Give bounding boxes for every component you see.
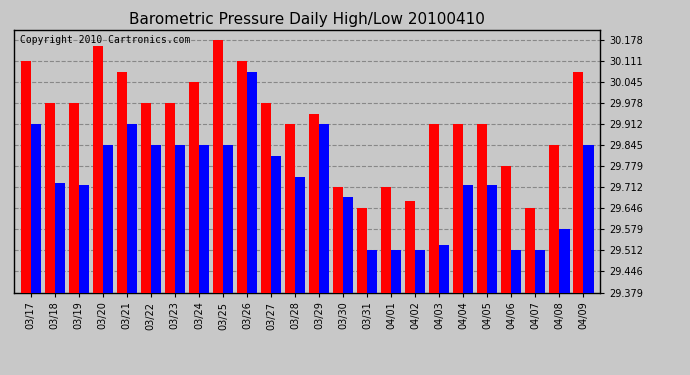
Bar — [117, 72, 127, 292]
Bar — [584, 145, 593, 292]
Bar — [357, 209, 367, 292]
Bar — [165, 103, 175, 292]
Bar — [453, 124, 463, 292]
Bar — [68, 103, 79, 292]
Bar — [237, 61, 247, 292]
Bar — [141, 103, 151, 292]
Bar — [573, 72, 584, 292]
Bar — [92, 46, 103, 292]
Bar — [295, 177, 305, 292]
Bar — [367, 251, 377, 292]
Bar — [525, 209, 535, 292]
Bar — [21, 61, 30, 292]
Bar — [103, 145, 113, 292]
Bar — [429, 124, 440, 292]
Bar — [549, 145, 560, 292]
Bar — [560, 229, 569, 292]
Bar — [55, 183, 65, 292]
Bar — [199, 145, 209, 292]
Bar — [223, 145, 233, 292]
Bar — [487, 185, 497, 292]
Bar — [440, 245, 449, 292]
Title: Barometric Pressure Daily High/Low 20100410: Barometric Pressure Daily High/Low 20100… — [129, 12, 485, 27]
Bar — [415, 251, 425, 292]
Bar — [309, 114, 319, 292]
Bar — [151, 145, 161, 292]
Text: Copyright 2010 Cartronics.com: Copyright 2010 Cartronics.com — [19, 35, 190, 45]
Bar — [463, 185, 473, 292]
Bar — [45, 103, 55, 292]
Bar — [333, 187, 343, 292]
Bar — [271, 156, 281, 292]
Bar — [535, 251, 546, 292]
Bar — [247, 72, 257, 292]
Bar — [175, 145, 185, 292]
Bar — [391, 251, 402, 292]
Bar — [261, 103, 271, 292]
Bar — [127, 124, 137, 292]
Bar — [319, 124, 329, 292]
Bar — [285, 124, 295, 292]
Bar — [30, 124, 41, 292]
Bar — [405, 201, 415, 292]
Bar — [381, 187, 391, 292]
Bar — [501, 166, 511, 292]
Bar — [189, 82, 199, 292]
Bar — [79, 185, 89, 292]
Bar — [213, 40, 223, 292]
Bar — [477, 124, 487, 292]
Bar — [511, 251, 522, 292]
Bar — [343, 197, 353, 292]
